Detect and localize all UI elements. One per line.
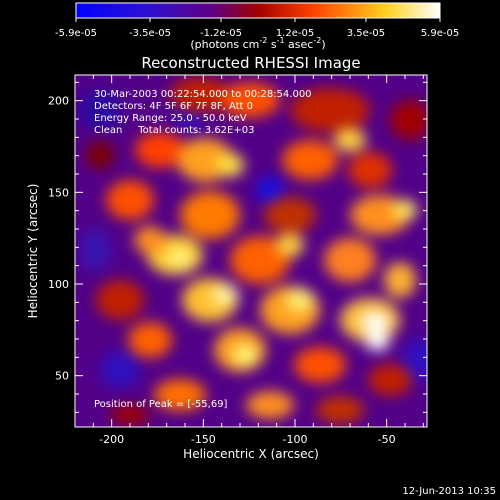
image-blob [390, 100, 427, 140]
image-blob [135, 132, 185, 168]
y-tick-label: 50 [55, 370, 69, 383]
x-tick-label: -50 [378, 433, 396, 446]
colorbar: -5.9e-05 -3.5e-05 -1.2e-05 1.2e-05 3.5e-05 5.… [55, 2, 459, 51]
heatmap-image [75, 75, 427, 427]
colorbar-unit-label: (photons cm-2 s-1 asec-2) [190, 36, 325, 51]
image-blob [316, 396, 364, 424]
image-blob [220, 82, 280, 118]
colorbar-gradient [75, 2, 441, 19]
image-blob [216, 153, 244, 177]
x-axis-label: Heliocentric X (arcsec) [183, 447, 319, 461]
y-tick-label: 150 [48, 186, 69, 199]
image-blob [290, 88, 370, 132]
image-blob [128, 322, 172, 358]
x-tick-label: -100 [283, 433, 308, 446]
y-axis-label: Heliocentric Y (arcsec) [26, 184, 40, 319]
x-tick-label: -150 [191, 433, 216, 446]
image-blob [286, 288, 314, 312]
image-blob [246, 391, 294, 419]
image-blob [86, 141, 114, 169]
colorbar-tick-label: -5.9e-05 [55, 28, 97, 39]
image-blob [230, 236, 290, 284]
annotation-time-range: 30-Mar-2003 00:22:54.000 to 00:28:54.000 [94, 89, 312, 100]
colorbar-tick-label: 5.9e-05 [421, 28, 459, 39]
annotation-energy-range: Energy Range: 25.0 - 50.0 keV [94, 113, 247, 124]
image-blob [154, 379, 206, 411]
image-blob [110, 405, 150, 425]
axis-ticks: -200 -150 -100 -50 50 100 150 200 [48, 75, 427, 446]
image-blob [211, 285, 239, 305]
image-blob [100, 352, 140, 388]
image-blob [233, 345, 257, 365]
image-blob [276, 233, 304, 257]
image-blob [402, 338, 427, 382]
image-blob [324, 238, 376, 282]
footer-timestamp: 12-Jun-2013 10:35 [402, 486, 496, 497]
info-annotations: 30-Mar-2003 00:22:54.000 to 00:28:54.000… [94, 89, 312, 410]
image-blob [79, 228, 111, 272]
colorbar-tick-label: 3.5e-05 [347, 28, 385, 39]
annotation-detectors: Detectors: 4F 5F 6F 7F 8F, Att 0 [94, 101, 253, 112]
x-tick-label: -200 [99, 433, 124, 446]
image-blob [282, 140, 338, 180]
colorbar-tick-label: -3.5e-05 [129, 28, 171, 39]
y-tick-label: 100 [48, 278, 69, 291]
peak-blob [365, 330, 390, 351]
y-tick-label: 200 [48, 95, 69, 108]
annotation-total-counts: Clean Total counts: 3.62E+03 [94, 125, 254, 136]
annotation-peak-position: Position of Peak = [-55,69] [94, 399, 228, 410]
image-blob [78, 90, 122, 130]
image-blob [170, 77, 230, 113]
image-blob [264, 197, 316, 233]
chart-title: Reconstructed RHESSI Image [141, 54, 360, 72]
image-blob [348, 152, 392, 188]
image-blob [134, 226, 166, 254]
image-blob [180, 191, 240, 239]
plot-frame [74, 74, 428, 428]
image-blob [393, 200, 417, 220]
image-blob [384, 262, 416, 298]
image-blob [106, 180, 154, 220]
image-blob [96, 280, 144, 320]
colorbar-tick-label: -1.2e-05 [200, 28, 242, 39]
image-blob [294, 347, 346, 383]
image-blob [168, 248, 192, 268]
image-blob [368, 364, 412, 396]
image-blob [361, 312, 389, 332]
image-blob [256, 176, 284, 204]
image-blob [334, 128, 366, 152]
colorbar-tick-label: 1.2e-05 [276, 28, 314, 39]
